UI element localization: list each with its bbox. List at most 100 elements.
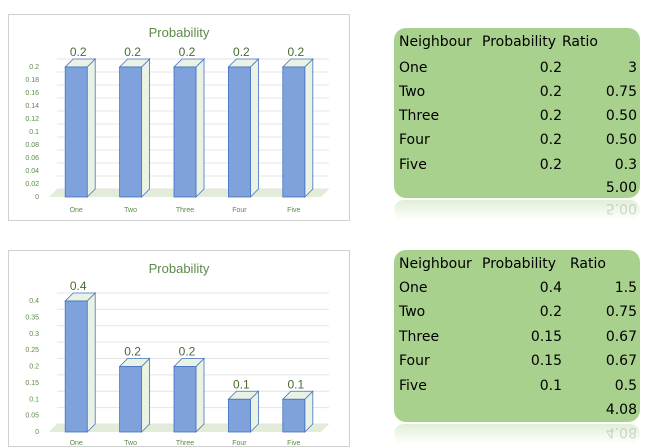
row-ratio: 0.75 [605,304,637,320]
row-probability: 0.2 [539,304,562,320]
row-probability: 0.2 [539,132,562,148]
table-2-reflection: 4.08 [394,424,640,444]
y-tick-label: 0.1 [29,129,39,136]
table-header-row: Neighbour Probability Ratio [394,252,640,276]
header-probability: Probability [482,34,557,50]
bar-side [249,58,259,198]
y-tick-label: 0.1 [29,396,39,403]
table-row: Five 0.2 0.3 [394,153,640,177]
row-ratio: 0.50 [605,108,637,124]
bar-side [141,357,151,433]
x-tick-label: Three [176,207,194,214]
y-tick-label: 0.04 [25,168,39,175]
x-tick-label: Four [232,440,247,446]
row-ratio: 3 [628,60,637,76]
bar-side [195,58,205,198]
bar [119,66,142,198]
y-tick-label: 0 [35,194,39,201]
probability-chart-1: Probability 0 0.02 0.04 0.06 0.08 0.1 0.12 0.14 0… [8,14,350,221]
bar [282,398,306,433]
y-tick-label: 0.05 [25,413,39,420]
table-row: One 0.2 3 [394,56,640,80]
bar-side [141,58,151,198]
row-probability: 0.2 [539,157,562,173]
y-tick-label: 0.02 [25,181,39,188]
bar [64,300,88,433]
x-tick-label: Two [124,440,137,446]
row-probability: 0.1 [539,378,562,394]
header-probability: Probability [482,256,557,272]
bar-side [86,58,96,198]
chart-title: Probability [149,261,210,276]
header-neighbour: Neighbour [399,256,472,272]
row-label: Two [399,304,426,320]
y-tick-label: 0.3 [29,331,39,338]
header-ratio: Ratio [562,34,598,50]
y-tick-label: 0.16 [25,90,39,97]
row-ratio: 1.5 [614,280,637,296]
x-tick-label: Four [232,207,247,214]
bar-side [195,357,205,433]
x-tick-label: Five [287,207,300,214]
data-label: 0.2 [179,345,196,359]
data-label: 0.2 [124,345,141,359]
bar [173,366,197,433]
ratio-total: 4.08 [605,402,637,418]
reflected-total: 4.08 [605,424,637,440]
bar-side [86,292,96,433]
table-row: Four 0.15 0.67 [394,349,640,373]
table-row: Four 0.2 0.50 [394,128,640,152]
x-tick-label: Three [176,440,194,446]
row-probability: 0.15 [530,353,562,369]
data-label: 0.1 [287,377,304,391]
header-ratio: Ratio [570,256,606,272]
y-tick-label: 0.4 [29,298,39,305]
y-tick-label: 0.25 [25,347,39,354]
row-ratio: 0.50 [605,132,637,148]
y-tick-label: 0.06 [25,155,39,162]
y-tick-label: 0.14 [25,103,39,110]
chart-title: Probability [149,25,210,40]
y-tick-label: 0.12 [25,116,39,123]
chart-2-svg: Probability 0 0.05 0.1 0.15 0.2 0.25 0.3 0.35 0.4… [25,261,329,446]
y-tick-label: 0.35 [25,314,39,321]
row-probability: 0.15 [530,329,562,345]
row-probability: 0.2 [539,60,562,76]
table-row: Three 0.15 0.67 [394,325,640,349]
row-label: Three [399,329,440,345]
row-label: Two [399,84,426,100]
bar [227,66,251,198]
bar-side [304,58,314,198]
y-tick-label: 0.15 [25,380,39,387]
bar [64,66,88,198]
x-tick-label: Five [287,440,300,446]
row-ratio: 0.67 [605,329,637,345]
data-label: 0.2 [124,45,141,59]
table-1-reflection: 5.00 [394,200,640,220]
table-row: Two 0.2 0.75 [394,300,640,324]
row-label: One [399,60,428,76]
ratio-total: 5.00 [605,180,637,196]
table-row: Two 0.2 0.75 [394,80,640,104]
bar [119,366,142,433]
ratio-table-1: Neighbour Probability Ratio One 0.2 3 Tw… [394,28,640,198]
header-neighbour: Neighbour [399,34,472,50]
table-total-row: 4.08 [394,398,640,422]
data-label: 0.2 [287,45,304,59]
x-tick-label: One [70,207,83,214]
row-probability: 0.2 [539,84,562,100]
data-label: 0.2 [70,45,87,59]
bar [282,66,306,198]
row-probability: 0.4 [539,280,562,296]
row-probability: 0.2 [539,108,562,124]
data-label: 0.2 [179,45,196,59]
row-ratio: 0.5 [614,378,637,394]
row-label: Five [399,378,427,394]
data-label: 0.4 [70,279,87,293]
y-tick-label: 0 [35,429,39,436]
row-ratio: 0.3 [614,157,637,173]
row-label: Three [399,108,440,124]
table-row: Three 0.2 0.50 [394,104,640,128]
y-tick-label: 0.2 [29,364,39,371]
row-label: One [399,280,428,296]
